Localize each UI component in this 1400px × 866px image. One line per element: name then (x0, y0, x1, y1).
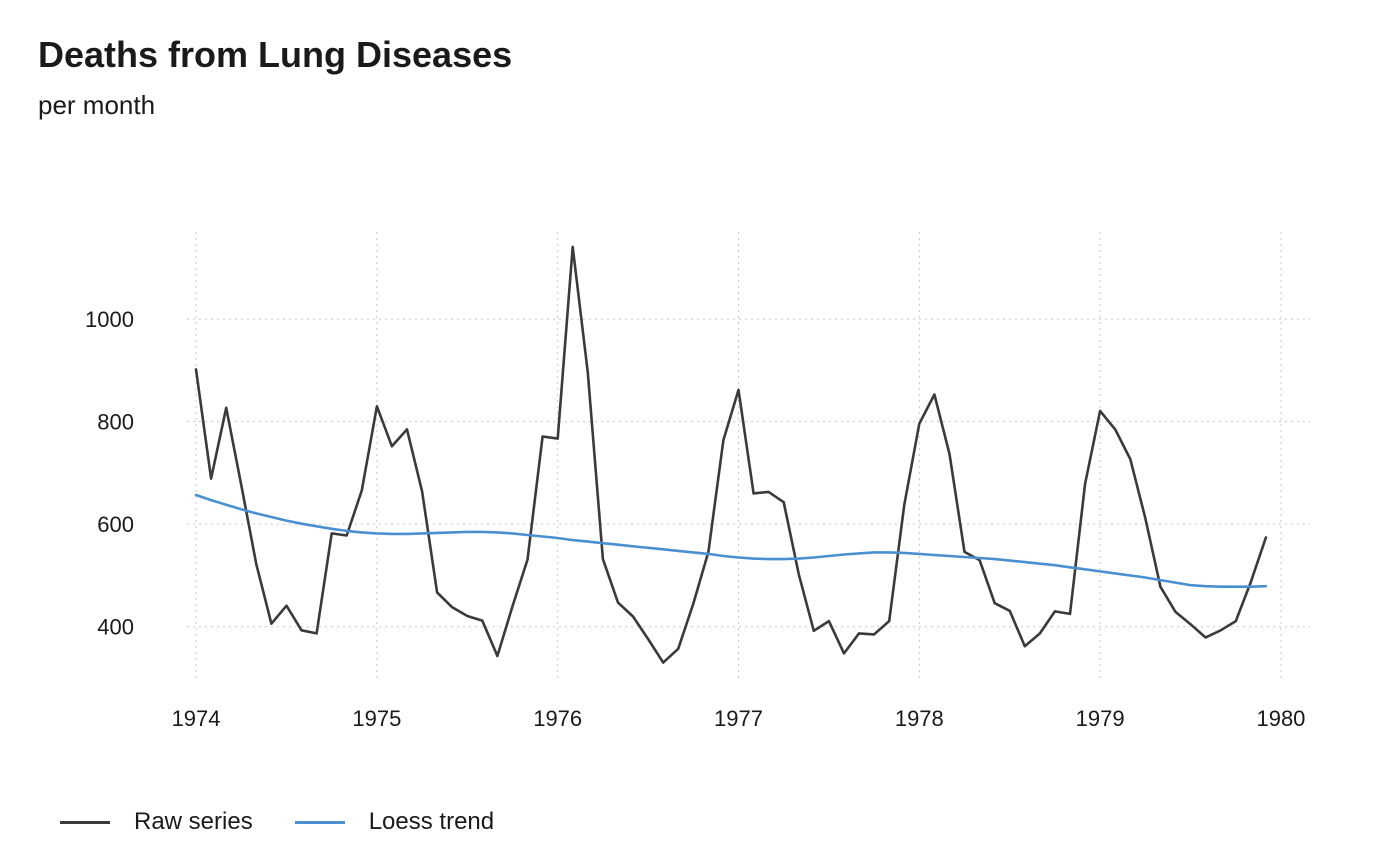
x-tick-label-1977: 1977 (714, 706, 763, 731)
chart-subtitle: per month (38, 90, 156, 120)
series-line-raw-series (194, 245, 1268, 664)
y-tick-label-800: 800 (97, 410, 134, 435)
x-tick-label-1980: 1980 (1256, 706, 1305, 731)
y-tick-label-1000: 1000 (85, 307, 134, 332)
chart-legend: Raw series Loess trend (60, 808, 536, 836)
x-tick-label-1976: 1976 (533, 706, 582, 731)
y-tick-label-400: 400 (97, 615, 134, 640)
legend-item-raw-series: Raw series (60, 808, 253, 836)
x-tick-label-1975: 1975 (352, 706, 401, 731)
legend-label-loess-trend: Loess trend (368, 808, 495, 835)
legend-swatch-raw-series (60, 820, 110, 824)
x-tick-label-1974: 1974 (172, 706, 221, 731)
y-tick-label-600: 600 (97, 512, 134, 537)
legend-item-loess-trend: Loess trend (294, 808, 495, 836)
legend-label-raw-series: Raw series (134, 808, 253, 835)
x-tick-label-1979: 1979 (1076, 706, 1125, 731)
legend-swatch-loess-trend (294, 820, 345, 824)
chart-title: Deaths from Lung Diseases (38, 34, 513, 75)
series-line-loess-trend (194, 493, 1268, 589)
line-chart: 1974 1975 1976 1977 1978 1979 1980 400 600 800 100… (85, 232, 1310, 731)
x-tick-label-1978: 1978 (895, 706, 944, 731)
